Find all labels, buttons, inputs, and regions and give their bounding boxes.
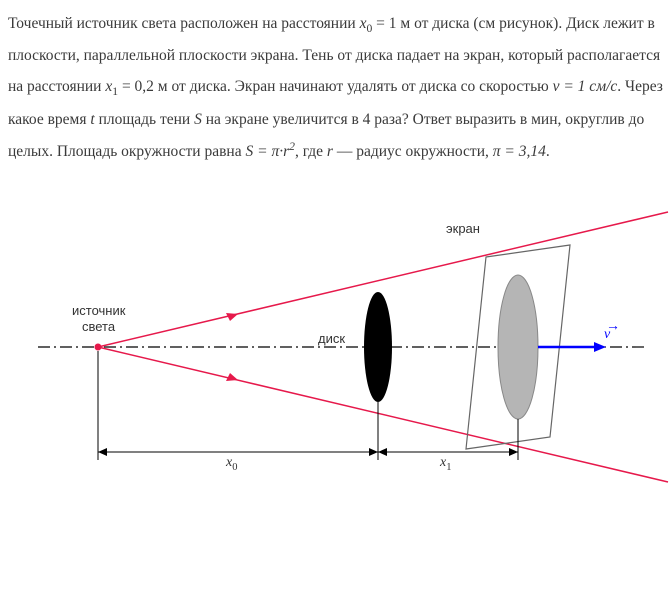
dim-x0: x0: [226, 455, 237, 473]
val-x1: = 0,2 м: [118, 78, 168, 95]
label-disk: диск: [318, 331, 345, 346]
val-pi: π = 3,14: [493, 143, 546, 160]
text-seg: , где: [295, 143, 327, 160]
var-x0: x0: [360, 15, 373, 32]
label-v-vector: →v: [604, 327, 610, 343]
text-seg: от диска. Экран начинают удалять от диск…: [168, 78, 553, 95]
var-S: S: [194, 111, 202, 128]
var-x1: x1: [105, 78, 118, 95]
text-seg: на экране увеличится в: [202, 111, 363, 128]
var-v: v = 1 см/с: [553, 78, 618, 95]
text-seg: площадь тени: [95, 111, 194, 128]
val-x0: = 1 м: [372, 15, 410, 32]
problem-statement: Точечный источник света расположен на ра…: [8, 8, 670, 167]
diagram-svg: [8, 197, 670, 502]
text-seg: Точечный источник света расположен на ра…: [8, 15, 360, 32]
label-screen: экран: [446, 221, 480, 236]
label-source-2: света: [82, 319, 115, 334]
formula-S: S = π·r2: [245, 143, 294, 160]
text-seg: — радиус окружности,: [333, 143, 493, 160]
text-seg: .: [546, 143, 550, 160]
physics-diagram: экран источник света диск →v x0 x1: [8, 197, 670, 502]
label-source-1: источник: [72, 303, 125, 318]
dim-x1: x1: [440, 455, 451, 473]
